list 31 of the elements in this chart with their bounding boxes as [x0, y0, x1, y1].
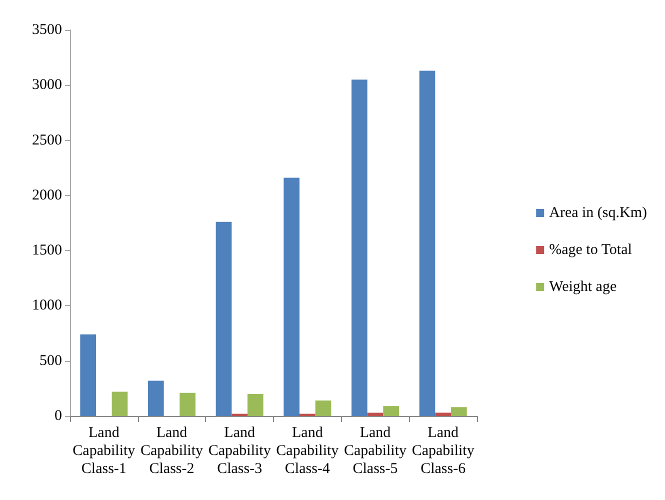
- y-tick-label: 3500: [32, 22, 62, 38]
- bar: [450, 407, 467, 416]
- y-tick-label: 1500: [32, 242, 62, 259]
- x-tick-label: Land Capability Class-6: [412, 425, 475, 477]
- legend-label: Weight age: [549, 279, 617, 295]
- x-tick-label: Land Capability Class-2: [140, 425, 204, 477]
- legend-label: %age to Total: [549, 242, 632, 258]
- y-tick-label: 3000: [32, 77, 62, 94]
- bar: [180, 392, 196, 416]
- bar: [216, 222, 232, 416]
- x-tick-label: Land Capability Class-3: [208, 425, 272, 477]
- x-tick-label: Land Capability Class-4: [276, 425, 340, 477]
- y-tick-label: 500: [40, 352, 62, 369]
- x-tick-label: Land Capability Class-5: [344, 425, 407, 477]
- bar: [352, 80, 368, 416]
- bar: [383, 406, 399, 416]
- bar: [80, 334, 96, 416]
- y-tick-label: 0: [54, 408, 62, 424]
- y-tick-label: 1000: [32, 298, 62, 314]
- x-tick-label: Land Capability Class-1: [72, 425, 136, 477]
- bar: [148, 380, 164, 416]
- bar: [247, 394, 264, 416]
- bar: [284, 178, 300, 416]
- bar: [112, 392, 128, 416]
- legend-label: Area in (sq.Km): [549, 205, 648, 221]
- bar: [435, 412, 451, 416]
- y-tick-label: 2000: [32, 187, 62, 204]
- y-tick-label: 2500: [32, 132, 62, 148]
- bar: [315, 400, 332, 416]
- bar: [367, 412, 384, 416]
- bar: [419, 70, 436, 416]
